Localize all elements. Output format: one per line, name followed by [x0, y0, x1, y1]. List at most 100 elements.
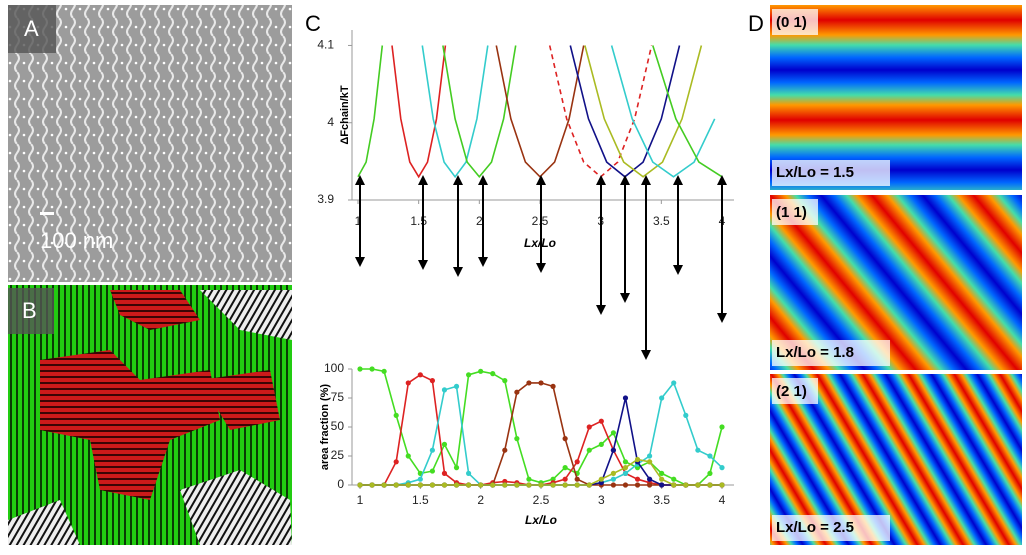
series-group [357, 366, 725, 488]
ratio-label: Lx/Lo = 1.8 [776, 344, 854, 361]
data-point [719, 465, 725, 471]
data-point [647, 459, 653, 465]
data-point [550, 482, 556, 488]
data-point [574, 476, 580, 482]
data-point [707, 470, 713, 476]
data-point [610, 482, 617, 488]
scale-bar [40, 212, 54, 215]
data-point [393, 482, 399, 488]
data-point [562, 465, 568, 471]
data-point [550, 383, 556, 389]
data-point [429, 447, 435, 453]
series-line [421, 45, 489, 179]
data-point [490, 371, 496, 377]
series-group [357, 45, 723, 179]
data-point [429, 468, 435, 474]
data-point [647, 476, 653, 482]
panel-label: B [22, 298, 37, 323]
data-point [598, 418, 604, 424]
d-labels: (0 1) Lx/Lo = 1.5 (1 1) Lx/Lo = 1.8 (2 1) Lx/… [772, 9, 890, 541]
domain-region [180, 470, 292, 545]
label-box [8, 5, 56, 53]
data-point [695, 447, 701, 453]
data-point [562, 476, 568, 482]
data-point [441, 387, 448, 393]
y-tick-label: 75 [331, 390, 345, 404]
label-bg [772, 9, 818, 35]
data-point [586, 447, 592, 453]
panel-label: A [24, 16, 39, 41]
data-point [707, 453, 713, 459]
data-point [671, 476, 677, 482]
data-point [478, 368, 484, 374]
ratio-label: Lx/Lo = 1.5 [776, 164, 854, 181]
miller-index: (2 1) [776, 383, 807, 400]
data-point [634, 482, 641, 488]
data-point [453, 465, 460, 471]
data-point [610, 447, 617, 453]
label-bg [772, 199, 818, 225]
x-tick-label: 3.5 [653, 214, 670, 228]
domain-region [110, 290, 200, 330]
data-point [502, 447, 508, 453]
data-point [586, 482, 592, 488]
data-point [647, 453, 653, 459]
series-line [610, 45, 716, 178]
ratio-label: Lx/Lo = 2.5 [776, 519, 854, 536]
y-tick-label: 25 [331, 448, 345, 462]
data-point [586, 424, 592, 430]
series-line [360, 381, 723, 486]
data-point [659, 470, 665, 476]
data-point [441, 441, 448, 447]
label-bg [772, 340, 890, 366]
data-point [659, 476, 665, 482]
series-line [548, 45, 653, 178]
domain-region [200, 290, 292, 340]
data-point [393, 459, 399, 465]
data-point [610, 476, 617, 482]
data-point [514, 482, 520, 488]
data-point [466, 372, 472, 378]
data-point [622, 459, 629, 465]
charts: 3.9 4 4.1 1 1.5 2 2.5 3 3.5 4 Lx/Lo ΔFchain/kT 0 25 50… [317, 30, 734, 527]
data-point [526, 476, 532, 482]
data-point [502, 482, 508, 488]
data-point [538, 380, 544, 386]
data-point [719, 424, 725, 430]
data-point [622, 465, 629, 471]
data-point [622, 395, 629, 401]
series-line [360, 382, 722, 486]
data-point [683, 412, 689, 418]
data-point [453, 482, 460, 488]
x-tick-label: 1.5 [412, 493, 429, 507]
data-point [610, 470, 617, 476]
data-point [405, 453, 411, 459]
y-tick-label: 3.9 [317, 192, 334, 206]
data-point [634, 476, 641, 482]
series-line [357, 45, 384, 178]
panel-label: C [305, 11, 321, 36]
data-point [441, 470, 448, 476]
data-point [514, 436, 520, 442]
label-box [8, 288, 54, 334]
x-tick-label: 1.5 [410, 214, 427, 228]
miller-index: (1 1) [776, 204, 807, 221]
arrows [355, 175, 727, 360]
data-point [417, 372, 423, 378]
data-point [598, 476, 604, 482]
data-point [574, 482, 580, 488]
series-line [360, 368, 723, 486]
data-point [538, 482, 544, 488]
y-tick-label: 100 [324, 361, 344, 375]
data-point [671, 380, 677, 386]
x-tick-label: 3 [598, 493, 605, 507]
x-axis-label: Lx/Lo [525, 513, 557, 527]
label-bg [772, 515, 890, 541]
data-point [514, 389, 520, 395]
data-point [610, 430, 617, 436]
data-point [707, 482, 713, 488]
data-point [357, 482, 363, 488]
data-point [562, 436, 568, 442]
data-point [574, 459, 580, 465]
data-point [526, 380, 532, 386]
